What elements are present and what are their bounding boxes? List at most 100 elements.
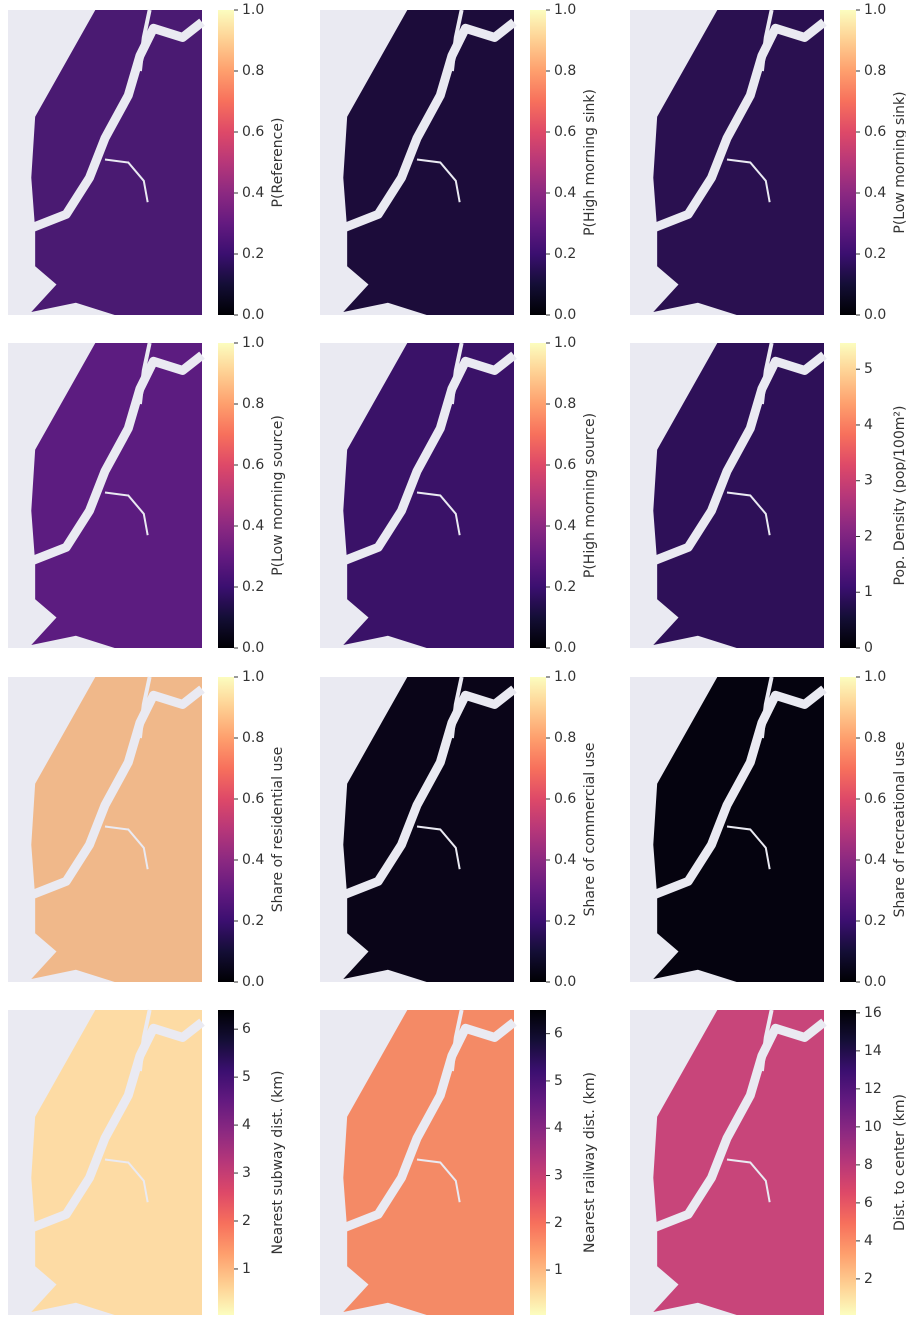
- panel: 0.0 0.2 0.4 0.6 0.8 1.0 Share of recreational …: [630, 669, 906, 990]
- colorbar-tick-label: 1.0: [554, 335, 576, 351]
- colorbar: [530, 677, 546, 982]
- colorbar-tick-label: 0.4: [242, 852, 264, 868]
- colorbar-tick-label: 0.2: [242, 246, 264, 262]
- colorbar: [218, 343, 234, 648]
- colorbar: [840, 10, 856, 315]
- colorbar-tick-label: 0.0: [864, 307, 886, 323]
- colorbar-tick-label: 0.0: [554, 640, 576, 656]
- colorbar-tick-label: 1.0: [864, 2, 886, 18]
- colorbar-tick-label: 0.8: [864, 63, 886, 79]
- colorbar-tick-label: 1.0: [242, 669, 264, 685]
- colorbar-label: Share of recreational use: [892, 742, 906, 918]
- colorbar-tick-label: 1.0: [242, 335, 264, 351]
- panel: 0.0 0.2 0.4 0.6 0.8 1.0 P(Low morning sink): [630, 2, 906, 323]
- colorbar-tick-label: 0.8: [554, 396, 576, 412]
- colorbar-tick-label: 0.2: [242, 913, 264, 929]
- colorbar-tick-label: 1: [242, 1261, 251, 1277]
- colorbar-tick-label: 1: [554, 1262, 563, 1278]
- colorbar-tick-label: 0.2: [554, 246, 576, 262]
- colorbar-tick-label: 0.4: [242, 185, 264, 201]
- colorbar-tick-label: 6: [242, 1021, 251, 1037]
- colorbar-tick-label: 5: [864, 361, 873, 377]
- colorbar-tick-label: 0.0: [554, 974, 576, 990]
- panel: 246810121416Dist. to center (km): [630, 1005, 906, 1315]
- colorbar-tick-label: 0.8: [554, 63, 576, 79]
- colorbar-tick-label: 0.2: [864, 246, 886, 262]
- colorbar-tick-label: 0.8: [242, 396, 264, 412]
- colorbar-tick-label: 0.2: [864, 913, 886, 929]
- colorbar-tick-label: 0.0: [554, 307, 576, 323]
- colorbar-tick-label: 3: [242, 1165, 251, 1181]
- panel: 0.00.20.40.60.81.0P(High morning source): [320, 335, 598, 656]
- panel: 1 2 3 4 5 6 Nearest subway dist. (km): [8, 1010, 286, 1315]
- colorbar-tick-label: 0.6: [554, 124, 576, 140]
- colorbar-tick-label: 5: [242, 1069, 251, 1085]
- colorbar: [530, 343, 546, 648]
- colorbar-tick-label: 12: [864, 1081, 882, 1097]
- colorbar-tick-label: 1.0: [242, 2, 264, 18]
- colorbar: [840, 1010, 856, 1315]
- colorbar-tick-label: 0.4: [554, 518, 576, 534]
- colorbar: [530, 1010, 546, 1315]
- colorbar-tick-label: 0.6: [242, 124, 264, 140]
- colorbar-tick-label: 0.4: [242, 518, 264, 534]
- colorbar-tick-label: 0.0: [242, 307, 264, 323]
- colorbar-tick-label: 0.6: [242, 457, 264, 473]
- colorbar-tick-label: 1.0: [554, 2, 576, 18]
- colorbar-tick-label: 0.6: [864, 124, 886, 140]
- colorbar-tick-label: 6: [864, 1195, 873, 1211]
- colorbar-tick-label: 0.4: [864, 852, 886, 868]
- colorbar-tick-label: 0.6: [554, 791, 576, 807]
- colorbar: [840, 677, 856, 982]
- colorbar: [840, 343, 856, 648]
- colorbar-tick-label: 0.6: [242, 791, 264, 807]
- colorbar-label: Share of commercial use: [582, 743, 598, 917]
- colorbar-tick-label: 0.2: [242, 579, 264, 595]
- colorbar-tick-label: 0.4: [864, 185, 886, 201]
- colorbar-tick-label: 5: [554, 1073, 563, 1089]
- colorbar-tick-label: 3: [554, 1168, 563, 1184]
- figure: 0.00.20.40.60.81.0P(Reference)0.00.20.40…: [0, 0, 906, 1315]
- colorbar-label: P(Reference): [270, 118, 286, 208]
- page: 0.00.20.40.60.81.0P(Reference)0.00.20.40…: [0, 0, 906, 1319]
- colorbar-label: Share of residential use: [270, 747, 286, 913]
- colorbar-tick-label: 0.6: [864, 791, 886, 807]
- panel: 0.00.20.40.60.81.0P(Low morning source): [8, 335, 286, 656]
- colorbar: [218, 677, 234, 982]
- colorbar-label: Dist. to center (km): [892, 1094, 906, 1231]
- colorbar-label: P(Low morning sink): [892, 91, 906, 233]
- colorbar-tick-label: 0.0: [864, 974, 886, 990]
- colorbar-tick-label: 4: [864, 1233, 873, 1249]
- colorbar-label: P(High morning sink): [582, 89, 598, 236]
- colorbar: [218, 10, 234, 315]
- colorbar-tick-label: 2: [864, 528, 873, 544]
- colorbar-label: Pop. Density (pop/100m²): [892, 406, 906, 586]
- colorbar-tick-label: 16: [864, 1005, 882, 1021]
- colorbar-tick-label: 14: [864, 1043, 882, 1059]
- colorbar: [218, 1010, 234, 1315]
- colorbar-tick-label: 2: [864, 1271, 873, 1287]
- colorbar-tick-label: 0.6: [554, 457, 576, 473]
- colorbar-tick-label: 4: [864, 417, 873, 433]
- panel: 1 2 3 4 5 6 Nearest railway dist. (km): [320, 1010, 598, 1315]
- colorbar-tick-label: 4: [554, 1120, 563, 1136]
- colorbar-tick-label: 0.2: [554, 913, 576, 929]
- colorbar-label: Nearest railway dist. (km): [582, 1072, 598, 1253]
- colorbar-tick-label: 0.0: [242, 974, 264, 990]
- colorbar-tick-label: 4: [242, 1117, 251, 1133]
- colorbar-tick-label: 0.4: [554, 852, 576, 868]
- panel: 0.0 0.2 0.4 0.6 0.8 1.0 P(Reference): [8, 2, 286, 323]
- colorbar-tick-label: 0.4: [554, 185, 576, 201]
- colorbar-tick-label: 2: [554, 1215, 563, 1231]
- panel: 0.0 0.2 0.4 0.6 0.8 1.0 P(High morning sink): [320, 2, 598, 323]
- colorbar-tick-label: 0.8: [242, 63, 264, 79]
- colorbar-tick-label: 1.0: [554, 669, 576, 685]
- colorbar-tick-label: 3: [864, 473, 873, 489]
- colorbar-tick-label: 0.8: [864, 730, 886, 746]
- colorbar-tick-label: 10: [864, 1119, 882, 1135]
- colorbar-tick-label: 2: [242, 1213, 251, 1229]
- colorbar-tick-label: 1.0: [864, 669, 886, 685]
- colorbar-label: Nearest subway dist. (km): [270, 1071, 286, 1255]
- colorbar-tick-label: 6: [554, 1026, 563, 1042]
